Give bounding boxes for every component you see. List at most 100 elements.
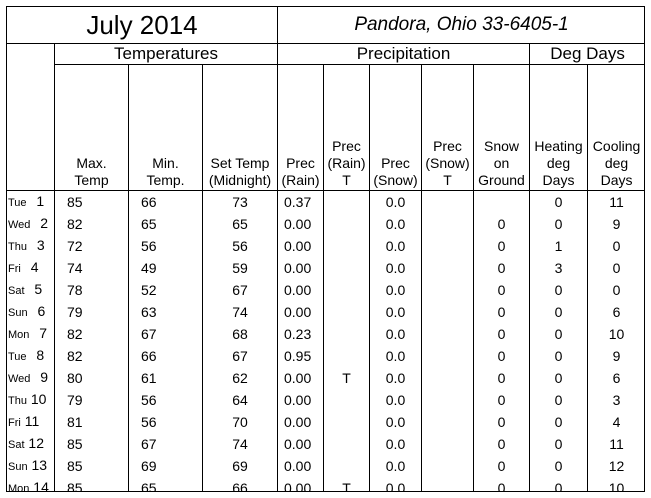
cell-snow-t xyxy=(421,190,474,213)
cell-ground: 0 xyxy=(473,257,530,279)
cell-snow: 0.0 xyxy=(369,345,422,367)
column-header-prec-rain: Prec (Rain) xyxy=(277,64,324,191)
day-number: 10 xyxy=(26,391,47,407)
cell-rain-t xyxy=(323,235,370,257)
table-row: Sun 6 79 63 74 0.00 0.0 0 0 6 xyxy=(7,301,644,323)
column-header-cooling: Cooling deg Days xyxy=(586,64,644,191)
cell-min: 65 xyxy=(128,213,203,235)
column-header-prec-snow-t: Prec (Snow) T xyxy=(421,64,474,191)
column-header-snow-ground: Snow on Ground xyxy=(473,64,530,191)
cell-cool: 12 xyxy=(586,455,644,477)
cell-snow-t xyxy=(421,279,474,301)
day-cell: Sun 6 xyxy=(7,301,55,323)
day-cell: Wed 9 xyxy=(7,367,55,389)
cell-set: 66 xyxy=(202,477,278,491)
table-row: Sat 5 78 52 67 0.00 0.0 0 0 0 xyxy=(7,279,644,301)
column-header-line: Set Temp xyxy=(210,155,270,171)
cell-rain: 0.00 xyxy=(277,213,324,235)
climate-sheet: July 2014 Pandora, Ohio 33-6405-1 Temper… xyxy=(6,6,645,492)
weekday-label: Tue xyxy=(8,197,27,209)
cell-cool: 0 xyxy=(586,257,644,279)
cell-rain-t xyxy=(323,279,370,301)
cell-snow-t xyxy=(421,213,474,235)
cell-max: 79 xyxy=(54,301,129,323)
cell-min: 49 xyxy=(128,257,203,279)
cell-set: 62 xyxy=(202,367,278,389)
cell-set: 69 xyxy=(202,455,278,477)
table-row: Mon 14 85 65 66 0.00 T 0.0 0 0 10 xyxy=(7,477,644,492)
day-cell: Tue 8 xyxy=(7,345,55,367)
weekday-label: Sun xyxy=(8,461,28,473)
weekday-label: Sat xyxy=(8,439,25,451)
cell-rain: 0.00 xyxy=(277,477,324,491)
cell-heat: 0 xyxy=(529,411,588,433)
column-header-line: Prec xyxy=(286,155,315,171)
cell-ground: 0 xyxy=(473,323,530,345)
cell-rain-t xyxy=(323,257,370,279)
day-cell: Thu 3 xyxy=(7,235,55,257)
cell-max: 82 xyxy=(54,213,129,235)
cell-rain-t xyxy=(323,433,370,455)
cell-rain-t: T xyxy=(323,477,370,491)
cell-ground: 0 xyxy=(473,367,530,389)
column-header-line: (Midnight) xyxy=(208,172,272,188)
cell-min: 69 xyxy=(128,455,203,477)
day-number: 4 xyxy=(26,259,39,275)
cell-ground: 0 xyxy=(473,411,530,433)
cell-rain: 0.00 xyxy=(277,279,324,301)
table-row: Wed 2 82 65 65 0.00 0.0 0 0 9 xyxy=(7,213,644,235)
cell-cool: 10 xyxy=(586,323,644,345)
cell-heat: 0 xyxy=(529,389,588,411)
day-cell: Wed 2 xyxy=(7,213,55,235)
column-header-line: Prec xyxy=(433,138,462,154)
cell-rain-t xyxy=(323,411,370,433)
day-number: 14 xyxy=(29,479,49,492)
weekday-label: Wed xyxy=(8,219,31,231)
cell-rain-t xyxy=(323,389,370,411)
day-cell: Fri 11 xyxy=(7,411,55,433)
weekday-label: Thu xyxy=(8,241,27,253)
column-header-line: Max. xyxy=(76,155,107,171)
cell-set: 56 xyxy=(202,235,278,257)
day-number: 5 xyxy=(30,281,43,297)
table-row: Thu 10 79 56 64 0.00 0.0 0 0 3 xyxy=(7,389,644,411)
cell-min: 52 xyxy=(128,279,203,301)
day-number: 3 xyxy=(32,237,45,253)
cell-snow-t xyxy=(421,389,474,411)
column-header-prec-rain-t: Prec (Rain) T xyxy=(323,64,370,191)
column-header-line: deg xyxy=(546,155,571,171)
day-number: 11 xyxy=(20,413,40,429)
cell-set: 67 xyxy=(202,279,278,301)
cell-max: 78 xyxy=(54,279,129,301)
cell-heat: 0 xyxy=(529,213,588,235)
column-header-line: Cooling xyxy=(592,138,641,154)
cell-max: 80 xyxy=(54,367,129,389)
cell-cool: 11 xyxy=(586,433,644,455)
column-header-line: (Snow) xyxy=(425,155,470,171)
day-number: 9 xyxy=(36,369,49,385)
cell-ground: 0 xyxy=(473,213,530,235)
cell-cool: 4 xyxy=(586,411,644,433)
cell-max: 85 xyxy=(54,190,129,213)
cell-set: 74 xyxy=(202,433,278,455)
table-row: Tue 1 85 66 73 0.37 0.0 0 11 xyxy=(7,190,644,213)
day-number: 12 xyxy=(24,435,44,451)
column-header-line: Ground xyxy=(478,172,525,188)
day-cell: Sat 12 xyxy=(7,433,55,455)
cell-ground: 0 xyxy=(473,345,530,367)
cell-rain: 0.23 xyxy=(277,323,324,345)
weekday-label: Sun xyxy=(8,307,28,319)
cell-snow-t xyxy=(421,345,474,367)
day-number: 7 xyxy=(35,325,48,341)
day-number: 13 xyxy=(27,457,48,473)
cell-ground xyxy=(473,190,530,213)
column-header-line: Snow xyxy=(483,138,520,154)
cell-rain-t: T xyxy=(323,367,370,389)
cell-cool: 9 xyxy=(586,345,644,367)
cell-max: 72 xyxy=(54,235,129,257)
cell-set: 65 xyxy=(202,213,278,235)
cell-snow-t xyxy=(421,455,474,477)
column-header-min-temp: Min. Temp. xyxy=(128,64,203,191)
cell-rain-t xyxy=(323,345,370,367)
cell-set: 67 xyxy=(202,345,278,367)
